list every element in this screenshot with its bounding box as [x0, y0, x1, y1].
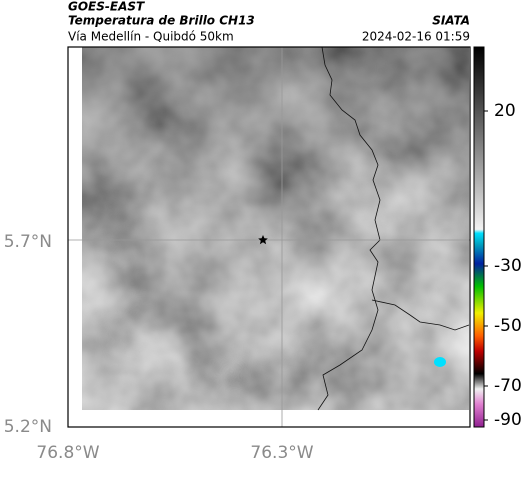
- product-label: Temperatura de Brillo CH13: [68, 14, 255, 28]
- colorbar-tick-label: 20: [494, 101, 516, 121]
- colorbar-tick-label: -70: [494, 376, 522, 396]
- colorbar: [473, 46, 485, 428]
- datetime-label: 2024-02-16 01:59: [362, 30, 470, 44]
- lon-tick-label: 76.3°W: [250, 443, 313, 463]
- border-line: [371, 299, 470, 331]
- lon-tick-label: 76.8°W: [36, 443, 99, 463]
- lat-tick-label: 5.2°N: [4, 417, 52, 437]
- colorbar-tick-label: -30: [494, 256, 522, 276]
- satellite-image: [82, 47, 469, 410]
- satellite-label: GOES-EAST: [68, 0, 145, 14]
- border-line: [317, 46, 381, 411]
- colorbar-tick-label: -90: [494, 410, 522, 430]
- route-label: Vía Medellín - Quibdó 50km: [68, 30, 234, 44]
- colorbar-tick-label: -50: [494, 316, 522, 336]
- lat-tick-label: 5.7°N: [4, 232, 52, 252]
- location-marker: [258, 235, 268, 245]
- map-frame: [67, 46, 471, 428]
- source-label: SIATA: [432, 14, 470, 28]
- colorbar-ticks: [484, 110, 488, 421]
